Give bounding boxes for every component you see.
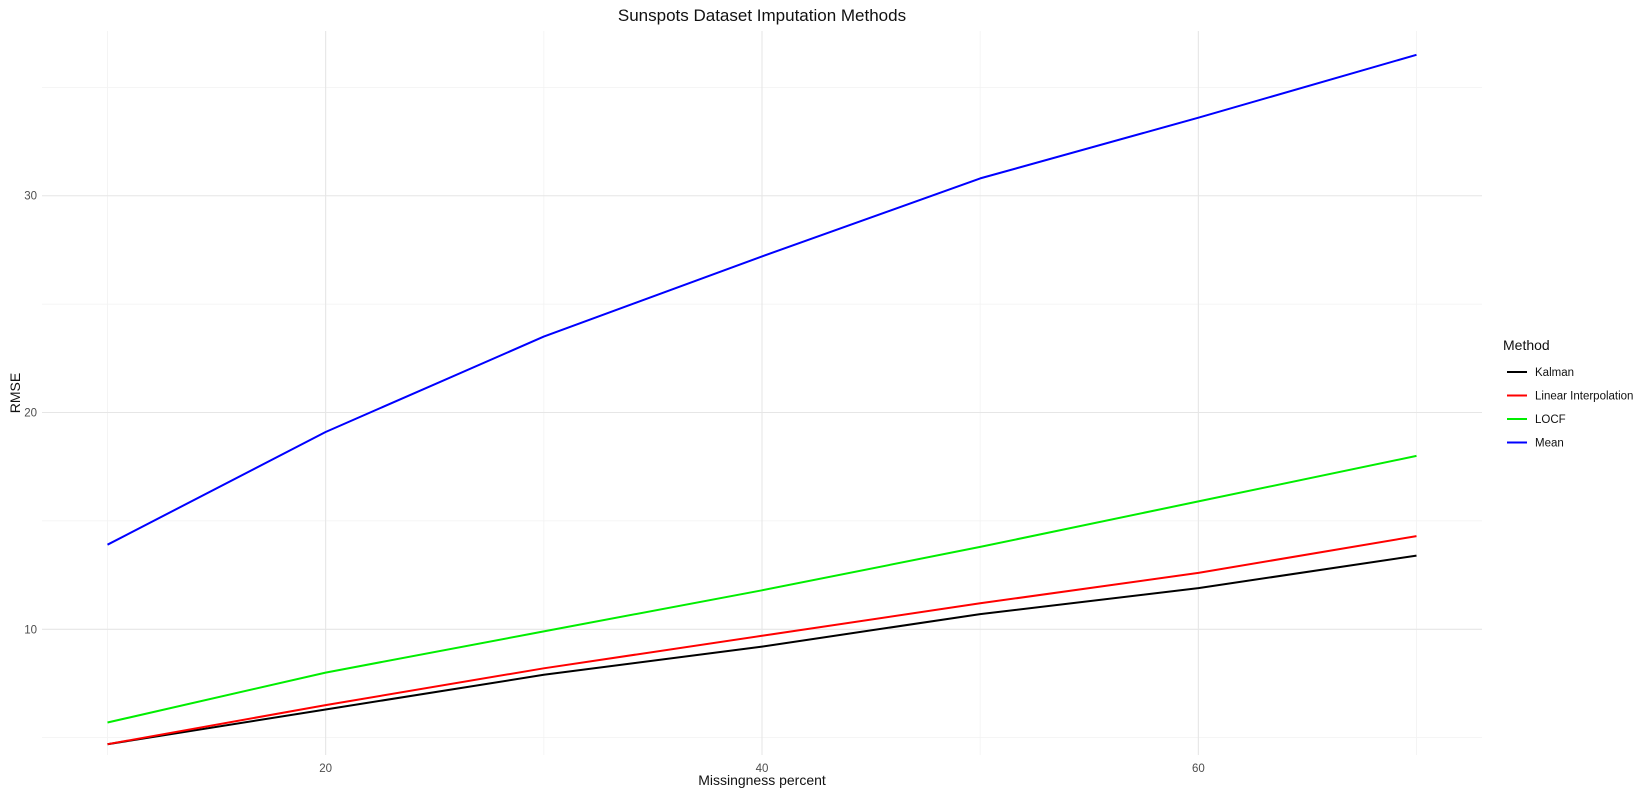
tick-labels: 10 20 30 20 40 60	[24, 191, 1205, 775]
legend: Method Kalman Linear Interpolation LOCF Mea…	[1503, 337, 1633, 450]
legend-title: Method	[1503, 337, 1550, 353]
legend-item-locf: LOCF	[1507, 414, 1566, 426]
y-axis-title: RMSE	[7, 373, 23, 413]
series-line-locf	[107, 454, 1417, 724]
legend-label-kalman: Kalman	[1535, 367, 1574, 379]
legend-item-linear-interpolation: Linear Interpolation	[1507, 391, 1633, 403]
series-layer	[107, 53, 1417, 746]
chart-title: Sunspots Dataset Imputation Methods	[618, 6, 906, 25]
legend-item-mean: Mean	[1507, 438, 1564, 450]
legend-item-kalman: Kalman	[1507, 367, 1574, 379]
y-tick-label: 20	[24, 408, 37, 420]
y-tick-label: 30	[24, 191, 37, 203]
x-tick-label: 20	[319, 763, 332, 775]
legend-label-mean: Mean	[1535, 438, 1564, 450]
legend-label-linear-interpolation: Linear Interpolation	[1535, 391, 1633, 403]
x-tick-label: 60	[1192, 763, 1205, 775]
series-line-linear-interpolation	[107, 535, 1417, 746]
x-axis-title: Missingness percent	[698, 772, 826, 788]
x-tick-label: 40	[756, 763, 769, 775]
legend-items: Kalman Linear Interpolation LOCF Mean	[1507, 367, 1633, 450]
grid-layer	[42, 31, 1482, 755]
y-tick-label: 10	[24, 624, 37, 636]
series-line-mean	[107, 53, 1417, 546]
legend-label-locf: LOCF	[1535, 414, 1566, 426]
series-line-kalman	[107, 554, 1417, 746]
